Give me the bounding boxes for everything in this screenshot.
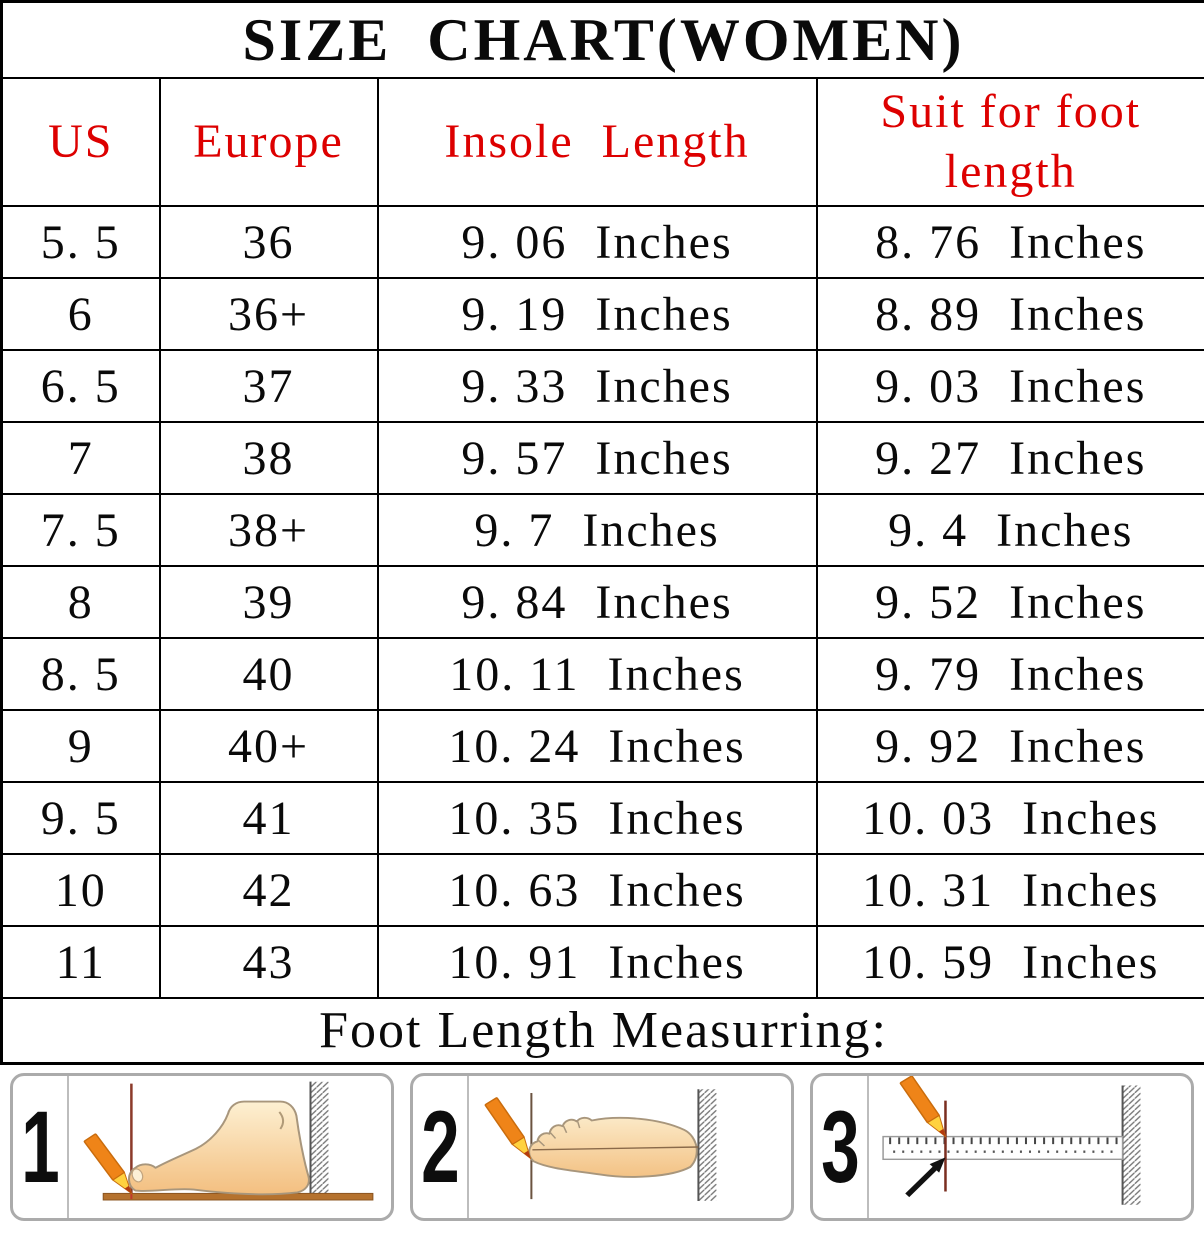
table-row: 8 39 9. 84 Inches 9. 52 Inches bbox=[0, 565, 1204, 639]
table-row: 9 40+ 10. 24 Inches 9. 92 Inches bbox=[0, 709, 1204, 783]
ankle-crease bbox=[278, 1111, 285, 1130]
cell-us: 6 bbox=[0, 277, 161, 351]
foot-top-measure-icon bbox=[484, 1089, 717, 1201]
pencil-icon bbox=[899, 1076, 947, 1138]
cell-foot: 9. 4 Inches bbox=[815, 493, 1204, 567]
cell-us: 8 bbox=[0, 565, 161, 639]
ruler-measure-icon bbox=[882, 1076, 1141, 1205]
cell-insole: 10. 91 Inches bbox=[376, 925, 818, 999]
header-europe: Europe bbox=[158, 77, 379, 207]
step-1-panel: 1 bbox=[10, 1073, 394, 1221]
cell-insole: 9. 19 Inches bbox=[376, 277, 818, 351]
wall-hatch bbox=[1122, 1085, 1141, 1205]
table-row: 11 43 10. 91 Inches 10. 59 Inches bbox=[0, 925, 1204, 999]
cell-foot: 8. 89 Inches bbox=[815, 277, 1204, 351]
table-row: 6. 5 37 9. 33 Inches 9. 03 Inches bbox=[0, 349, 1204, 423]
cell-foot: 10. 03 Inches bbox=[815, 781, 1204, 855]
header-us: US bbox=[0, 77, 161, 207]
wall-hatch bbox=[310, 1081, 329, 1198]
step-number-box: 2 bbox=[413, 1076, 469, 1218]
cell-us: 6. 5 bbox=[0, 349, 161, 423]
size-chart-table: SIZE CHART(WOMEN) US Europe Insole Lengt… bbox=[0, 0, 1204, 1065]
cell-insole: 9. 57 Inches bbox=[376, 421, 818, 495]
cell-insole: 10. 63 Inches bbox=[376, 853, 818, 927]
cell-europe: 41 bbox=[158, 781, 379, 855]
cell-us: 8. 5 bbox=[0, 637, 161, 711]
foot-top-icon bbox=[528, 1116, 698, 1178]
toenail bbox=[131, 1168, 144, 1183]
cell-foot: 9. 03 Inches bbox=[815, 349, 1204, 423]
table-row: 10 42 10. 63 Inches 10. 31 Inches bbox=[0, 853, 1204, 927]
cell-us: 11 bbox=[0, 925, 161, 999]
step-2-panel: 2 bbox=[410, 1073, 794, 1221]
header-insole-length: Insole Length bbox=[376, 77, 818, 207]
header-row: US Europe Insole Length Suit for foot le… bbox=[0, 77, 1204, 207]
cell-us: 7 bbox=[0, 421, 161, 495]
step-3-illustration bbox=[869, 1076, 1191, 1218]
foot-side-icon bbox=[127, 1100, 310, 1196]
toe-separations bbox=[537, 1121, 581, 1147]
cell-us: 7. 5 bbox=[0, 493, 161, 567]
cell-foot: 9. 92 Inches bbox=[815, 709, 1204, 783]
table-row: 8. 5 40 10. 11 Inches 9. 79 Inches bbox=[0, 637, 1204, 711]
cell-insole: 9. 33 Inches bbox=[376, 349, 818, 423]
footer-row: Foot Length Measurring: bbox=[0, 997, 1204, 1065]
foot-side-measure-icon bbox=[83, 1081, 374, 1201]
step-1-number: 1 bbox=[20, 1090, 60, 1204]
cell-europe: 40 bbox=[158, 637, 379, 711]
title-row: SIZE CHART(WOMEN) bbox=[0, 0, 1204, 79]
cell-insole: 10. 11 Inches bbox=[376, 637, 818, 711]
ruler-icon bbox=[882, 1135, 1124, 1161]
step-3-panel: 3 bbox=[810, 1073, 1194, 1221]
cell-europe: 36+ bbox=[158, 277, 379, 351]
pencil-icon bbox=[83, 1133, 133, 1195]
cell-insole: 9. 7 Inches bbox=[376, 493, 818, 567]
step-2-number: 2 bbox=[420, 1090, 460, 1204]
step-2-illustration bbox=[469, 1076, 791, 1218]
cell-europe: 39 bbox=[158, 565, 379, 639]
length-midline bbox=[532, 1146, 699, 1151]
step-number-box: 3 bbox=[813, 1076, 869, 1218]
table-row: 7 38 9. 57 Inches 9. 27 Inches bbox=[0, 421, 1204, 495]
step-number-box: 1 bbox=[13, 1076, 69, 1218]
table-row: 9. 5 41 10. 35 Inches 10. 03 Inches bbox=[0, 781, 1204, 855]
cell-foot: 8. 76 Inches bbox=[815, 205, 1204, 279]
table-row: 7. 5 38+ 9. 7 Inches 9. 4 Inches bbox=[0, 493, 1204, 567]
cell-europe: 36 bbox=[158, 205, 379, 279]
measuring-steps: 1 bbox=[0, 1065, 1204, 1221]
measuring-caption: Foot Length Measurring: bbox=[0, 997, 1204, 1065]
cell-europe: 37 bbox=[158, 349, 379, 423]
page-title: SIZE CHART(WOMEN) bbox=[0, 0, 1204, 79]
wall-hatch bbox=[698, 1089, 717, 1201]
cell-europe: 40+ bbox=[158, 709, 379, 783]
cell-insole: 10. 24 Inches bbox=[376, 709, 818, 783]
cell-europe: 42 bbox=[158, 853, 379, 927]
cell-europe: 38 bbox=[158, 421, 379, 495]
cell-insole: 9. 84 Inches bbox=[376, 565, 818, 639]
cell-us: 5. 5 bbox=[0, 205, 161, 279]
cell-foot: 9. 52 Inches bbox=[815, 565, 1204, 639]
cell-foot: 9. 79 Inches bbox=[815, 637, 1204, 711]
step-3-number: 3 bbox=[820, 1090, 860, 1204]
cell-us: 10 bbox=[0, 853, 161, 927]
step-1-illustration bbox=[69, 1076, 391, 1218]
cell-foot: 10. 59 Inches bbox=[815, 925, 1204, 999]
cell-insole: 9. 06 Inches bbox=[376, 205, 818, 279]
cell-europe: 43 bbox=[158, 925, 379, 999]
cell-us: 9 bbox=[0, 709, 161, 783]
pencil-icon bbox=[484, 1097, 532, 1160]
cell-us: 9. 5 bbox=[0, 781, 161, 855]
cell-foot: 9. 27 Inches bbox=[815, 421, 1204, 495]
table-row: 5. 5 36 9. 06 Inches 8. 76 Inches bbox=[0, 205, 1204, 279]
cell-insole: 10. 35 Inches bbox=[376, 781, 818, 855]
cell-foot: 10. 31 Inches bbox=[815, 853, 1204, 927]
cell-europe: 38+ bbox=[158, 493, 379, 567]
header-foot-length: Suit for foot length bbox=[815, 77, 1204, 207]
table-row: 6 36+ 9. 19 Inches 8. 89 Inches bbox=[0, 277, 1204, 351]
arrow-icon bbox=[905, 1157, 946, 1198]
